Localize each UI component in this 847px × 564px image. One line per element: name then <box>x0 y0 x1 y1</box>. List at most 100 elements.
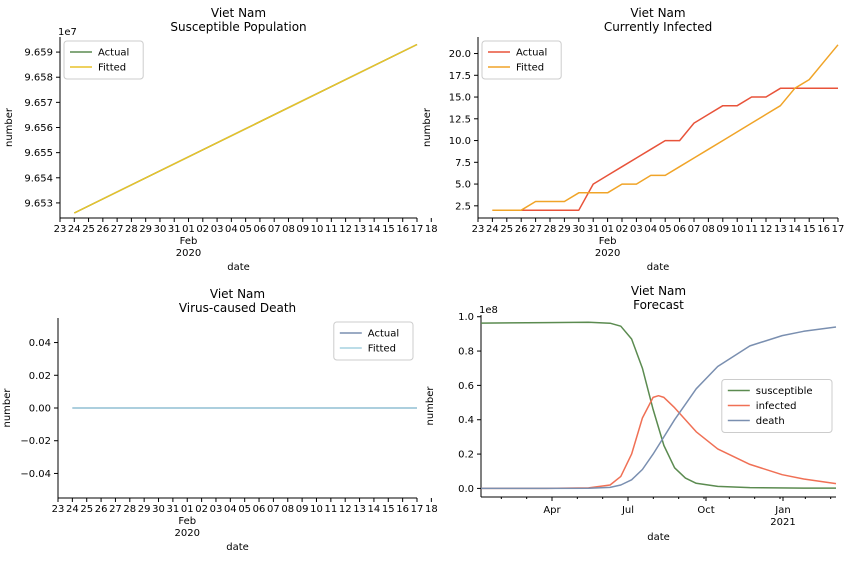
x-tick-label: 31 <box>167 504 180 515</box>
x-year-label: 2020 <box>595 248 620 259</box>
y-tick-label: −0.04 <box>20 469 51 480</box>
x-tick-label: 16 <box>396 224 409 235</box>
y-tick-label: 10.0 <box>449 136 471 147</box>
x-tick-label: 06 <box>253 504 266 515</box>
x-tick-label: 11 <box>324 504 337 515</box>
legend-label: Fitted <box>368 344 396 355</box>
y-tick-label: 9.658 <box>24 73 53 84</box>
chart-title-line-1: Viet Nam <box>631 284 686 298</box>
x-month-label: Feb <box>180 236 198 247</box>
x-tick-label: 29 <box>558 224 571 235</box>
y-offset-label: 1e8 <box>479 305 498 316</box>
x-tick-label: 15 <box>382 504 395 515</box>
x-year-label: 2020 <box>175 528 200 539</box>
legend: Actual Fitted <box>63 40 144 80</box>
x-tick-label: 27 <box>111 224 124 235</box>
legend-label: Actual <box>516 48 547 59</box>
x-tick-label: 10 <box>731 224 744 235</box>
y-offset-label: 1e7 <box>58 27 77 38</box>
x-tick-label: 10 <box>311 224 324 235</box>
x-tick-label: 12 <box>760 224 773 235</box>
x-tick-label: 25 <box>82 224 95 235</box>
y-tick-label: 7.5 <box>455 158 471 169</box>
x-tick-label: 24 <box>68 224 81 235</box>
x-tick-label: 15 <box>803 224 816 235</box>
x-tick-label: 06 <box>254 224 267 235</box>
legend-label: infected <box>756 401 797 412</box>
x-tick-label: Jan <box>774 505 790 516</box>
chart-title-line-2: Forecast <box>633 298 684 312</box>
x-tick-label: 01 <box>181 504 194 515</box>
x-tick-label: 11 <box>745 224 758 235</box>
x-year-label: 2021 <box>770 517 795 528</box>
x-tick-label: 30 <box>154 224 167 235</box>
x-tick-label: 16 <box>396 504 409 515</box>
x-tick-label: Jul <box>621 505 634 516</box>
x-tick-label: 15 <box>382 224 395 235</box>
x-tick-label: 08 <box>281 504 294 515</box>
series-line-infected <box>481 394 837 490</box>
y-axis-label: number <box>425 386 436 426</box>
x-tick-label: 02 <box>195 504 208 515</box>
x-tick-label: 03 <box>630 224 643 235</box>
y-tick-label: 1.0 <box>458 312 474 323</box>
y-tick-label: 17.5 <box>449 71 471 82</box>
y-tick-label: 0.04 <box>29 338 51 349</box>
x-month-label: Feb <box>178 516 196 527</box>
y-tick-label: 20.0 <box>449 49 471 60</box>
chart-title-line-2: Currently Infected <box>604 20 712 34</box>
legend-label: Actual <box>368 329 399 340</box>
x-tick-label: 01 <box>601 224 614 235</box>
x-tick-label: 27 <box>529 224 542 235</box>
legend-label: death <box>756 416 785 427</box>
y-tick-label: 9.657 <box>24 98 53 109</box>
y-tick-label: 9.656 <box>24 123 53 134</box>
y-tick-label: 5.0 <box>455 180 471 191</box>
x-tick-label: 17 <box>411 504 424 515</box>
y-tick-label: 0.02 <box>29 371 51 382</box>
legend-box <box>481 40 562 80</box>
x-tick-label: 03 <box>211 224 224 235</box>
x-tick-label: 25 <box>500 224 513 235</box>
x-axis-label: date <box>226 542 249 553</box>
series-line-susceptible <box>480 321 836 489</box>
x-tick-label: 12 <box>339 504 352 515</box>
x-tick-label: 09 <box>296 504 309 515</box>
x-tick-label: 05 <box>238 504 251 515</box>
x-tick-label: 31 <box>587 224 600 235</box>
y-tick-label: 15.0 <box>449 93 471 104</box>
x-tick-label: 31 <box>168 224 181 235</box>
x-tick-label: 29 <box>139 224 152 235</box>
x-tick-label: 01 <box>182 224 195 235</box>
x-tick-label: 23 <box>472 224 485 235</box>
legend-label: Actual <box>98 48 129 59</box>
series-line-fitted <box>73 43 418 214</box>
x-tick-label: 14 <box>368 504 381 515</box>
x-tick-label: 16 <box>817 224 830 235</box>
chart-title-line-2: Susceptible Population <box>170 20 306 34</box>
x-tick-label: 23 <box>52 504 65 515</box>
chart-title-line-1: Viet Nam <box>630 6 685 20</box>
y-tick-label: 9.653 <box>24 198 53 209</box>
y-tick-label: 0.8 <box>458 347 474 358</box>
x-tick-label: 02 <box>196 224 209 235</box>
x-tick-label: 14 <box>788 224 801 235</box>
y-tick-label: 0.00 <box>29 404 51 415</box>
y-tick-label: 0.6 <box>458 381 474 392</box>
x-tick-label: 11 <box>325 224 338 235</box>
x-tick-label: 30 <box>572 224 585 235</box>
x-tick-label: 25 <box>80 504 93 515</box>
x-tick-label: 13 <box>353 504 366 515</box>
x-tick-label: 28 <box>125 224 138 235</box>
y-axis-label: number <box>422 107 433 147</box>
x-tick-label: 28 <box>544 224 557 235</box>
x-tick-label: 18 <box>425 504 438 515</box>
x-tick-label: 08 <box>702 224 715 235</box>
x-tick-label: 30 <box>152 504 165 515</box>
legend-label: Fitted <box>516 63 544 74</box>
y-tick-label: 9.654 <box>24 173 53 184</box>
legend-box <box>333 321 414 361</box>
